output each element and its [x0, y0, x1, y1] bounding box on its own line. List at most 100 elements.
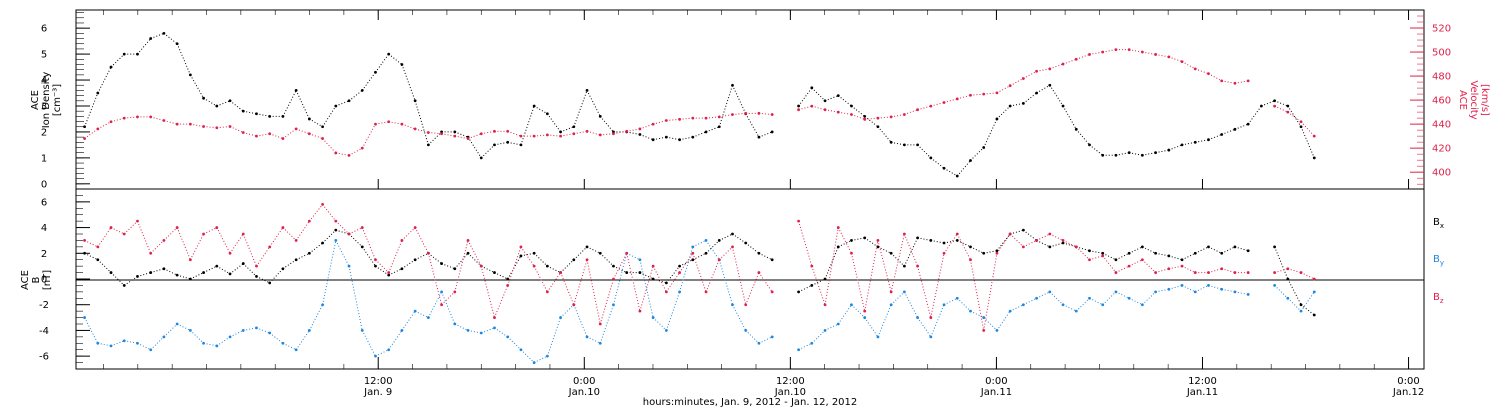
bfield-segment: [1142, 246, 1156, 254]
density-segment: [1221, 128, 1236, 135]
bfield-segment: [877, 304, 892, 338]
density-segment: [718, 85, 733, 127]
bfield-segment: [1009, 304, 1024, 312]
bfield-point: [1246, 249, 1250, 253]
density-segment: [361, 71, 376, 91]
density-segment: [216, 100, 231, 107]
velocity-segment: [1168, 56, 1183, 63]
bfield-segment: [864, 317, 879, 338]
density-segment: [454, 131, 469, 138]
density-segment: [824, 95, 839, 102]
density-segment: [309, 118, 323, 128]
bfield-segment: [1076, 246, 1090, 252]
bfield-point: [307, 251, 311, 255]
bfield-segment: [1062, 239, 1077, 248]
bfield-segment: [401, 227, 416, 241]
bfield-segment: [1208, 284, 1222, 290]
bfield-segment: [189, 233, 205, 260]
density-segment: [811, 87, 826, 102]
density-segment: [1049, 84, 1064, 107]
velocity-segment: [1274, 105, 1289, 113]
top-ytick-label: 6: [41, 24, 47, 35]
velocity-segment: [996, 85, 1011, 94]
bfield-segment: [613, 253, 628, 280]
velocity-segment: [666, 118, 680, 122]
bfield-segment: [705, 240, 720, 254]
bfield-segment: [441, 263, 455, 270]
velocity-segment: [864, 117, 878, 120]
bfield-segment: [97, 259, 112, 273]
bfield-segment: [229, 329, 244, 338]
bfield-segment: [375, 259, 390, 273]
bfield-segment: [295, 330, 310, 350]
x-axis-title: hours:minutes, Jan. 9, 2012 - Jan. 12, 2…: [643, 397, 858, 408]
velocity-segment: [705, 116, 720, 119]
bfield-segment: [838, 239, 852, 248]
velocity-segment: [1155, 53, 1169, 58]
bfield-segment: [441, 291, 456, 306]
bfield-segment: [1023, 239, 1037, 248]
bfield-segment: [124, 340, 138, 344]
velocity-segment: [904, 109, 918, 115]
density-segment: [1142, 152, 1156, 156]
density-segment: [1208, 134, 1222, 141]
velocity-segment: [970, 93, 984, 96]
density-point: [664, 135, 668, 139]
legend-by-sub: y: [1440, 259, 1444, 267]
bfield-segment: [203, 265, 218, 274]
velocity-segment: [1009, 78, 1024, 87]
bfield-point: [664, 281, 668, 285]
bfield-segment: [970, 310, 984, 319]
density-segment: [414, 100, 429, 146]
velocity-point: [836, 110, 840, 114]
density-segment: [322, 105, 337, 128]
bfield-segment: [1009, 233, 1024, 248]
density-segment: [1115, 152, 1130, 156]
bfield-segment: [943, 239, 958, 244]
bfield-segment: [229, 233, 244, 254]
velocity-point: [519, 134, 523, 138]
top-y2tick-label: 520: [1432, 24, 1451, 35]
bfield-segment: [533, 252, 548, 267]
bottom-ylabel-line1: ACE: [20, 270, 31, 290]
bfield-segment: [639, 259, 654, 318]
top-ytick-label: 1: [41, 153, 47, 164]
velocity-segment: [295, 128, 310, 135]
density-segment: [494, 141, 508, 146]
bfield-segment: [1300, 291, 1315, 312]
bfield-segment: [256, 275, 270, 284]
bfield-segment: [1128, 246, 1143, 254]
x-tick-date: Jan.11: [980, 387, 1012, 398]
bfield-segment: [798, 221, 813, 267]
density-point: [651, 138, 655, 142]
bfield-segment: [1089, 250, 1103, 254]
bfield-segment: [1089, 297, 1103, 306]
density-segment: [1181, 141, 1196, 146]
bfield-segment: [1036, 239, 1051, 248]
bfield-segment: [97, 342, 112, 347]
bottom-ylabel-line2: B: [31, 276, 42, 283]
x-tick-date: Jan.10: [774, 387, 806, 398]
bfield-segment: [639, 266, 654, 312]
bfield-segment: [705, 259, 720, 293]
bfield-segment: [1075, 246, 1090, 261]
velocity-segment: [467, 133, 482, 140]
density-segment: [798, 87, 813, 107]
bfield-segment: [163, 323, 178, 338]
bottom-ylabel-line3: [nT]: [42, 270, 53, 290]
bfield-segment: [243, 327, 257, 331]
density-segment: [679, 136, 693, 141]
legend-bz-sub: z: [1440, 297, 1444, 305]
top-left-ticks: 0 1 2 3 4 5 6: [41, 12, 90, 190]
velocity-point: [1246, 79, 1250, 83]
bfield-segment: [309, 242, 323, 254]
bfield-segment: [520, 246, 535, 267]
density-segment: [586, 90, 601, 117]
bfield-segment: [586, 246, 601, 254]
velocity-segment: [573, 130, 588, 135]
density-segment: [480, 144, 495, 159]
bfield-segment: [1234, 291, 1249, 295]
bfield-point: [916, 264, 919, 268]
top-y2label-line2: Velocity: [1468, 80, 1479, 119]
velocity-segment: [309, 133, 323, 140]
